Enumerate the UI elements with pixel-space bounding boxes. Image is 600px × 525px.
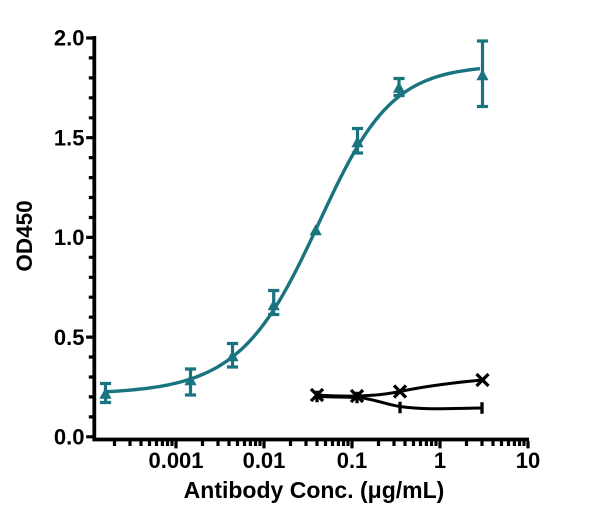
- svg-text:1.5: 1.5: [54, 125, 85, 150]
- svg-text:0.01: 0.01: [243, 448, 286, 473]
- svg-text:1.0: 1.0: [54, 225, 85, 250]
- svg-text:1: 1: [434, 448, 446, 473]
- svg-text:0.0: 0.0: [54, 425, 85, 450]
- svg-text:0.5: 0.5: [54, 325, 85, 350]
- svg-text:0.1: 0.1: [337, 448, 368, 473]
- svg-text:Antibody Conc. (μg/mL): Antibody Conc. (μg/mL): [184, 477, 445, 503]
- svg-text:2.0: 2.0: [54, 26, 85, 51]
- svg-text:0.001: 0.001: [148, 448, 203, 473]
- svg-text:OD450: OD450: [12, 200, 37, 271]
- svg-text:10: 10: [516, 448, 540, 473]
